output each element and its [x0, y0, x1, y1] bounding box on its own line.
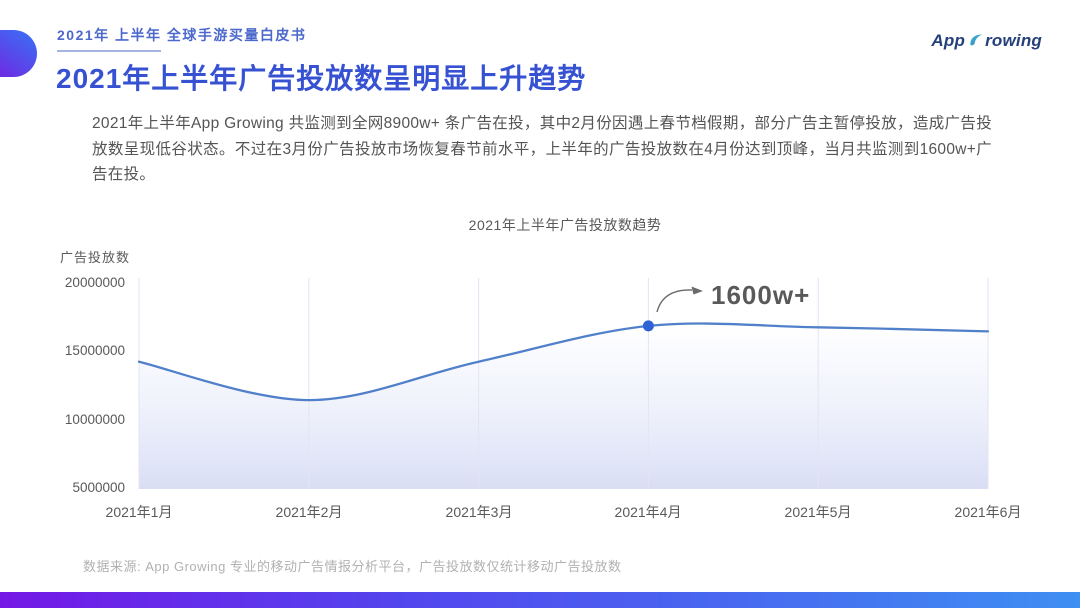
logo-text-rowing: rowing	[985, 31, 1042, 50]
app-growing-logo: App rowing	[931, 31, 1042, 51]
y-axis-title: 广告投放数	[60, 250, 131, 265]
x-axis-label: 2021年2月	[276, 504, 343, 520]
logo-text-app: App	[931, 31, 966, 50]
x-axis-labels: 2021年1月 2021年2月 2021年3月 2021年4月 2021年5月 …	[106, 504, 1022, 520]
peak-annotation: 1600w+	[711, 280, 810, 310]
area-fill	[139, 323, 988, 489]
x-axis-label: 2021年1月	[106, 504, 173, 520]
trend-line-chart: 1600w+ 20000000 15000000 10000000 500000…	[65, 275, 1022, 520]
source-note: 数据来源: App Growing 专业的移动广告情报分析平台，广告投放数仅统计…	[83, 559, 622, 574]
y-axis-tick: 10000000	[65, 412, 125, 427]
x-axis-label: 2021年6月	[955, 504, 1022, 520]
y-axis-tick: 5000000	[72, 480, 125, 495]
x-axis-label: 2021年3月	[446, 504, 513, 520]
header-divider	[57, 50, 161, 52]
y-axis-tick: 15000000	[65, 343, 125, 358]
annotation-arrow-icon	[656, 289, 693, 313]
peak-marker-dot	[642, 320, 654, 332]
left-accent-shape	[0, 30, 37, 77]
x-axis-label: 2021年5月	[785, 504, 852, 520]
vertical-gridlines	[138, 278, 989, 489]
page-title: 2021年上半年广告投放数呈明显上升趋势	[56, 63, 587, 94]
x-axis-label: 2021年4月	[615, 504, 682, 520]
chart-title: 2021年上半年广告投放数趋势	[468, 217, 662, 233]
y-axis-ticks: 20000000 15000000 10000000 5000000	[65, 275, 125, 495]
trend-line	[137, 322, 990, 402]
bottom-gradient-bar	[0, 592, 1080, 608]
body-paragraph: 2021年上半年App Growing 共监测到全网8900w+ 条广告在投，其…	[92, 115, 992, 183]
header-eyebrow: 2021年 上半年 全球手游买量白皮书	[57, 27, 307, 43]
logo-swoosh-g-icon	[969, 33, 984, 48]
annotation-arrow-head-icon	[691, 286, 703, 295]
y-axis-tick: 20000000	[65, 275, 125, 290]
